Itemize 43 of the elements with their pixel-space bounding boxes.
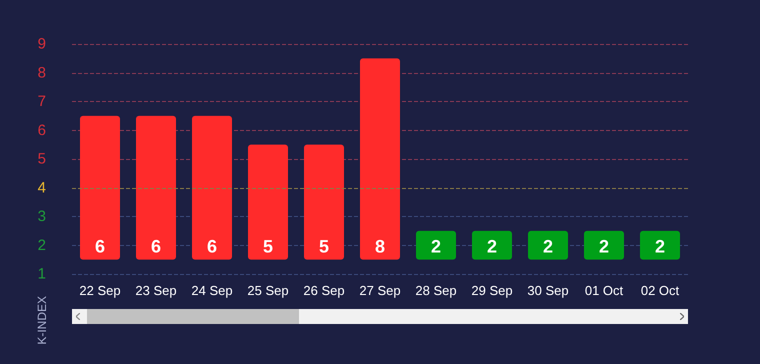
data-label: 6 (150, 236, 162, 257)
y-tick-label: 4 (38, 179, 46, 196)
bar (80, 116, 120, 260)
y-tick-label: 8 (38, 64, 46, 82)
bar (416, 230, 456, 260)
x-tick-label: 28 Sep (415, 283, 457, 298)
bar (304, 144, 344, 260)
x-tick-label: 26 Sep (303, 283, 345, 298)
x-tick-label: 24 Sep (191, 283, 233, 298)
bar (192, 116, 232, 260)
y-tick-label: 9 (38, 36, 46, 52)
data-label: 2 (430, 236, 442, 257)
bar (360, 58, 400, 260)
data-label: 8 (374, 236, 386, 257)
bar (640, 230, 680, 260)
x-tick-label: 29 Sep (471, 283, 513, 298)
bar (136, 116, 176, 260)
data-label: 2 (598, 236, 610, 257)
y-tick-label: 3 (38, 208, 46, 225)
data-label: 2 (486, 236, 498, 257)
y-tick-label: 2 (38, 236, 46, 254)
x-tick-label: 30 Sep (527, 283, 569, 298)
data-label: 2 (654, 236, 666, 257)
x-tick-label: 22 Sep (79, 283, 121, 298)
y-axis-title: K-INDEX (35, 296, 49, 345)
x-tick-label: 23 Sep (135, 283, 177, 298)
x-tick-label: 02 Oct (640, 283, 680, 298)
bar (584, 230, 624, 260)
y-tick-label: 1 (38, 266, 46, 282)
bar (472, 230, 512, 260)
data-label: 5 (262, 236, 274, 257)
data-label: 6 (206, 236, 218, 257)
bar (528, 230, 568, 260)
data-label: 6 (94, 236, 106, 257)
x-tick-label: 01 Oct (584, 283, 624, 298)
data-label: 5 (318, 236, 330, 257)
x-tick-label: 25 Sep (247, 283, 289, 298)
y-tick-label: 6 (38, 122, 46, 139)
y-tick-label: 5 (38, 150, 46, 168)
bar (248, 144, 288, 260)
x-tick-label: 27 Sep (359, 283, 401, 298)
data-label: 2 (542, 236, 554, 257)
y-tick-label: 7 (38, 93, 46, 110)
